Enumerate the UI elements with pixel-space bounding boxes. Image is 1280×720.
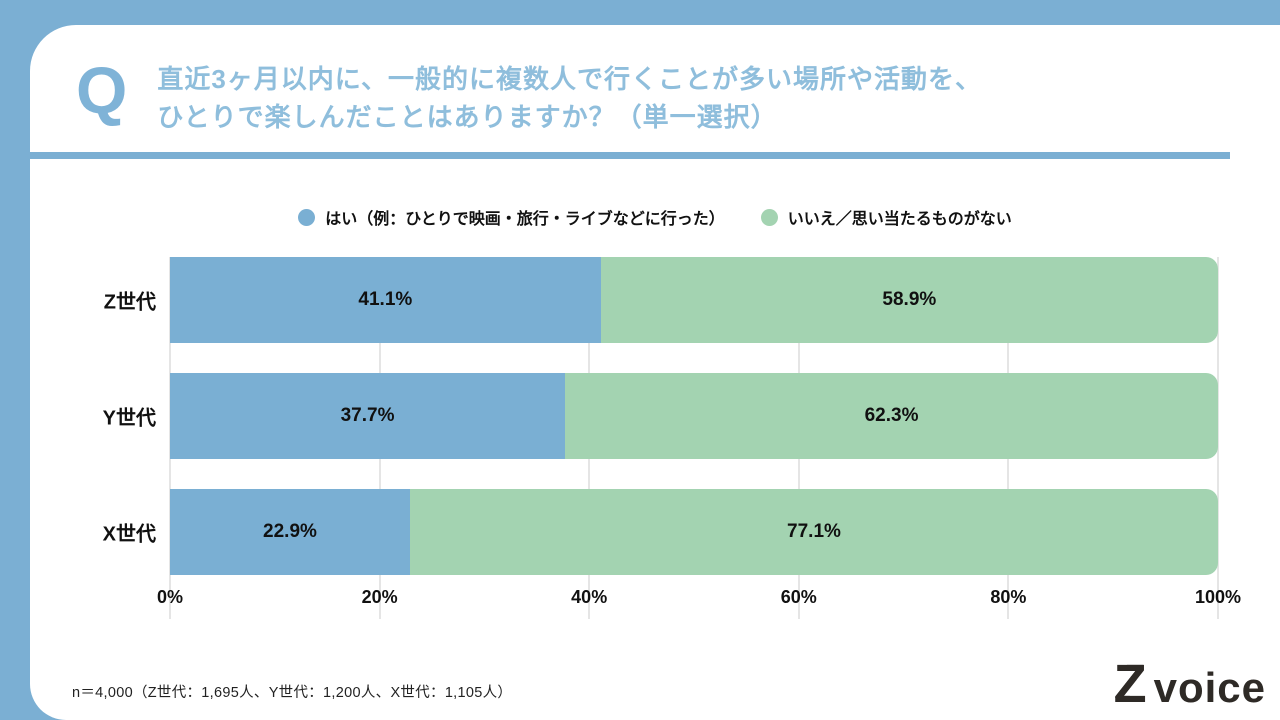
bar-row: X世代 22.9% 77.1% — [103, 489, 1218, 576]
x-axis: 0% 20% 40% 60% 80% 100% — [157, 587, 1241, 613]
question-mark-icon: Q — [76, 53, 128, 127]
bar-segment: 77.1% — [409, 489, 1218, 576]
category-label: Y世代 — [102, 407, 156, 430]
header-divider — [30, 152, 1230, 160]
bar-value-label: 58.9% — [882, 289, 937, 311]
x-axis-tick: 60% — [780, 587, 817, 608]
bar-segment: 62.3% — [565, 373, 1218, 460]
logo-z-icon: Z Z — [1114, 657, 1147, 711]
stacked-bar-chart: Z世代 41.1% 58.9% Y世代 37.7% 62.3% X世代 22.9% 77.1% … — [30, 257, 1241, 620]
bar-track: 37.7% 62.3% — [170, 373, 1218, 460]
content-card: Q 直近3ヶ月以内に、一般的に複数人で行くことが多い場所や活動を、 ひとりで楽し… — [30, 25, 1280, 720]
bar-value-label: 41.1% — [358, 289, 413, 311]
question-title-line1: 直近3ヶ月以内に、一般的に複数人で行くことが多い場所や活動を、 — [157, 64, 983, 94]
category-label: X世代 — [102, 523, 156, 546]
bar-rows: Z世代 41.1% 58.9% Y世代 37.7% 62.3% X世代 22.9% 77.1% — [103, 257, 1218, 576]
legend-label-no: いいえ／思い当たるものがない — [787, 211, 1012, 229]
bar-value-label: 37.7% — [340, 405, 395, 427]
question-header: Q 直近3ヶ月以内に、一般的に複数人で行くことが多い場所や活動を、 ひとりで楽し… — [30, 25, 1280, 136]
bar-value-label: 22.9% — [263, 521, 317, 543]
bar-value-label: 62.3% — [864, 405, 919, 427]
bar-row: Z世代 41.1% 58.9% — [104, 257, 1218, 344]
logo-z-black: Z — [1113, 654, 1147, 714]
x-axis-tick: 0% — [156, 587, 184, 608]
legend-item-no: いいえ／思い当たるものがない — [760, 205, 1012, 229]
bar-segment: 58.9% — [600, 257, 1218, 344]
legend-dot-yes-icon — [298, 208, 316, 226]
question-title: 直近3ヶ月以内に、一般的に複数人で行くことが多い場所や活動を、 ひとりで楽しんだ… — [157, 61, 982, 136]
x-axis-tick: 20% — [361, 587, 398, 608]
bar-segment: 22.9% — [170, 489, 410, 576]
legend-dot-no-icon — [760, 208, 778, 226]
brand-logo: Z Z voice — [1114, 657, 1266, 712]
bar-track: 22.9% 77.1% — [170, 489, 1218, 576]
logo-wordmark: voice — [1153, 664, 1266, 711]
question-title-line2: ひとりで楽しんだことはありますか？（単一選択） — [157, 101, 778, 132]
bar-segment: 37.7% — [170, 373, 566, 460]
category-label: Z世代 — [103, 291, 156, 314]
gridline — [1217, 257, 1219, 620]
legend-item-yes: はい（例：ひとりで映画・旅行・ライブなどに行った） — [298, 205, 725, 229]
bar-track: 41.1% 58.9% — [170, 257, 1218, 344]
sample-size-note: n＝4,000（Z世代：1,695人、Y世代：1,200人、X世代：1,105人… — [72, 685, 513, 701]
x-axis-tick: 100% — [1194, 587, 1242, 608]
plot-area: Z世代 41.1% 58.9% Y世代 37.7% 62.3% X世代 22.9% 77.1% … — [103, 257, 1241, 620]
chart-legend: はい（例：ひとりで映画・旅行・ライブなどに行った） いいえ／思い当たるものがない — [30, 205, 1280, 229]
x-axis-tick: 40% — [571, 587, 608, 608]
bar-row: Y世代 37.7% 62.3% — [103, 373, 1218, 460]
bar-segment: 41.1% — [170, 257, 601, 344]
legend-label-yes: はい（例：ひとりで映画・旅行・ライブなどに行った） — [325, 211, 725, 229]
x-axis-tick: 80% — [990, 587, 1027, 608]
bar-value-label: 77.1% — [787, 521, 841, 543]
